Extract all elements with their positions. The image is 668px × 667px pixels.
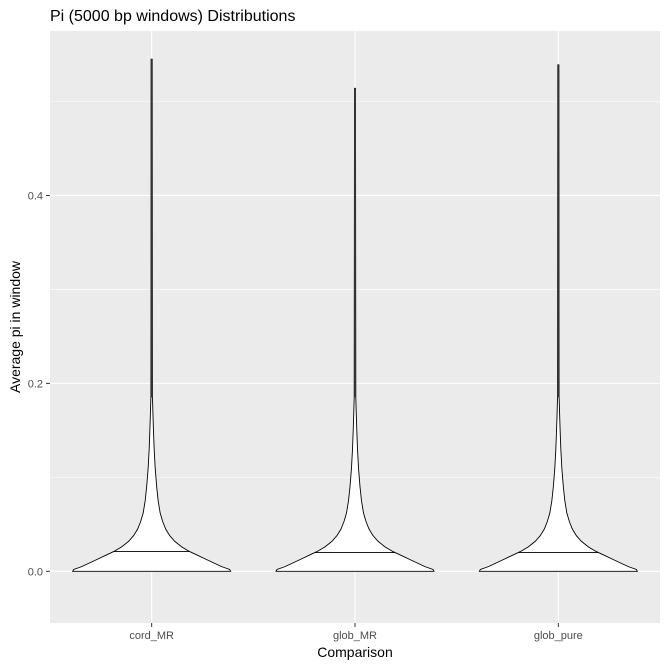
x-tick-label: glob_MR: [333, 630, 377, 642]
y-tick-label: 0.2: [28, 378, 43, 390]
y-tick-label: 0.4: [28, 190, 43, 202]
y-tick-label: 0.0: [28, 566, 43, 578]
violins: [71, 58, 639, 572]
x-tick-label: glob_pure: [534, 630, 583, 642]
y-axis: 0.0 0.2 0.4: [28, 190, 50, 578]
chart-title: Pi (5000 bp windows) Distributions: [50, 8, 295, 25]
x-axis-title: Comparison: [317, 644, 392, 660]
x-tick-label: cord_MR: [129, 630, 174, 642]
y-axis-title: Average pi in window: [7, 260, 23, 393]
x-axis: cord_MR glob_MR glob_pure: [129, 623, 583, 642]
